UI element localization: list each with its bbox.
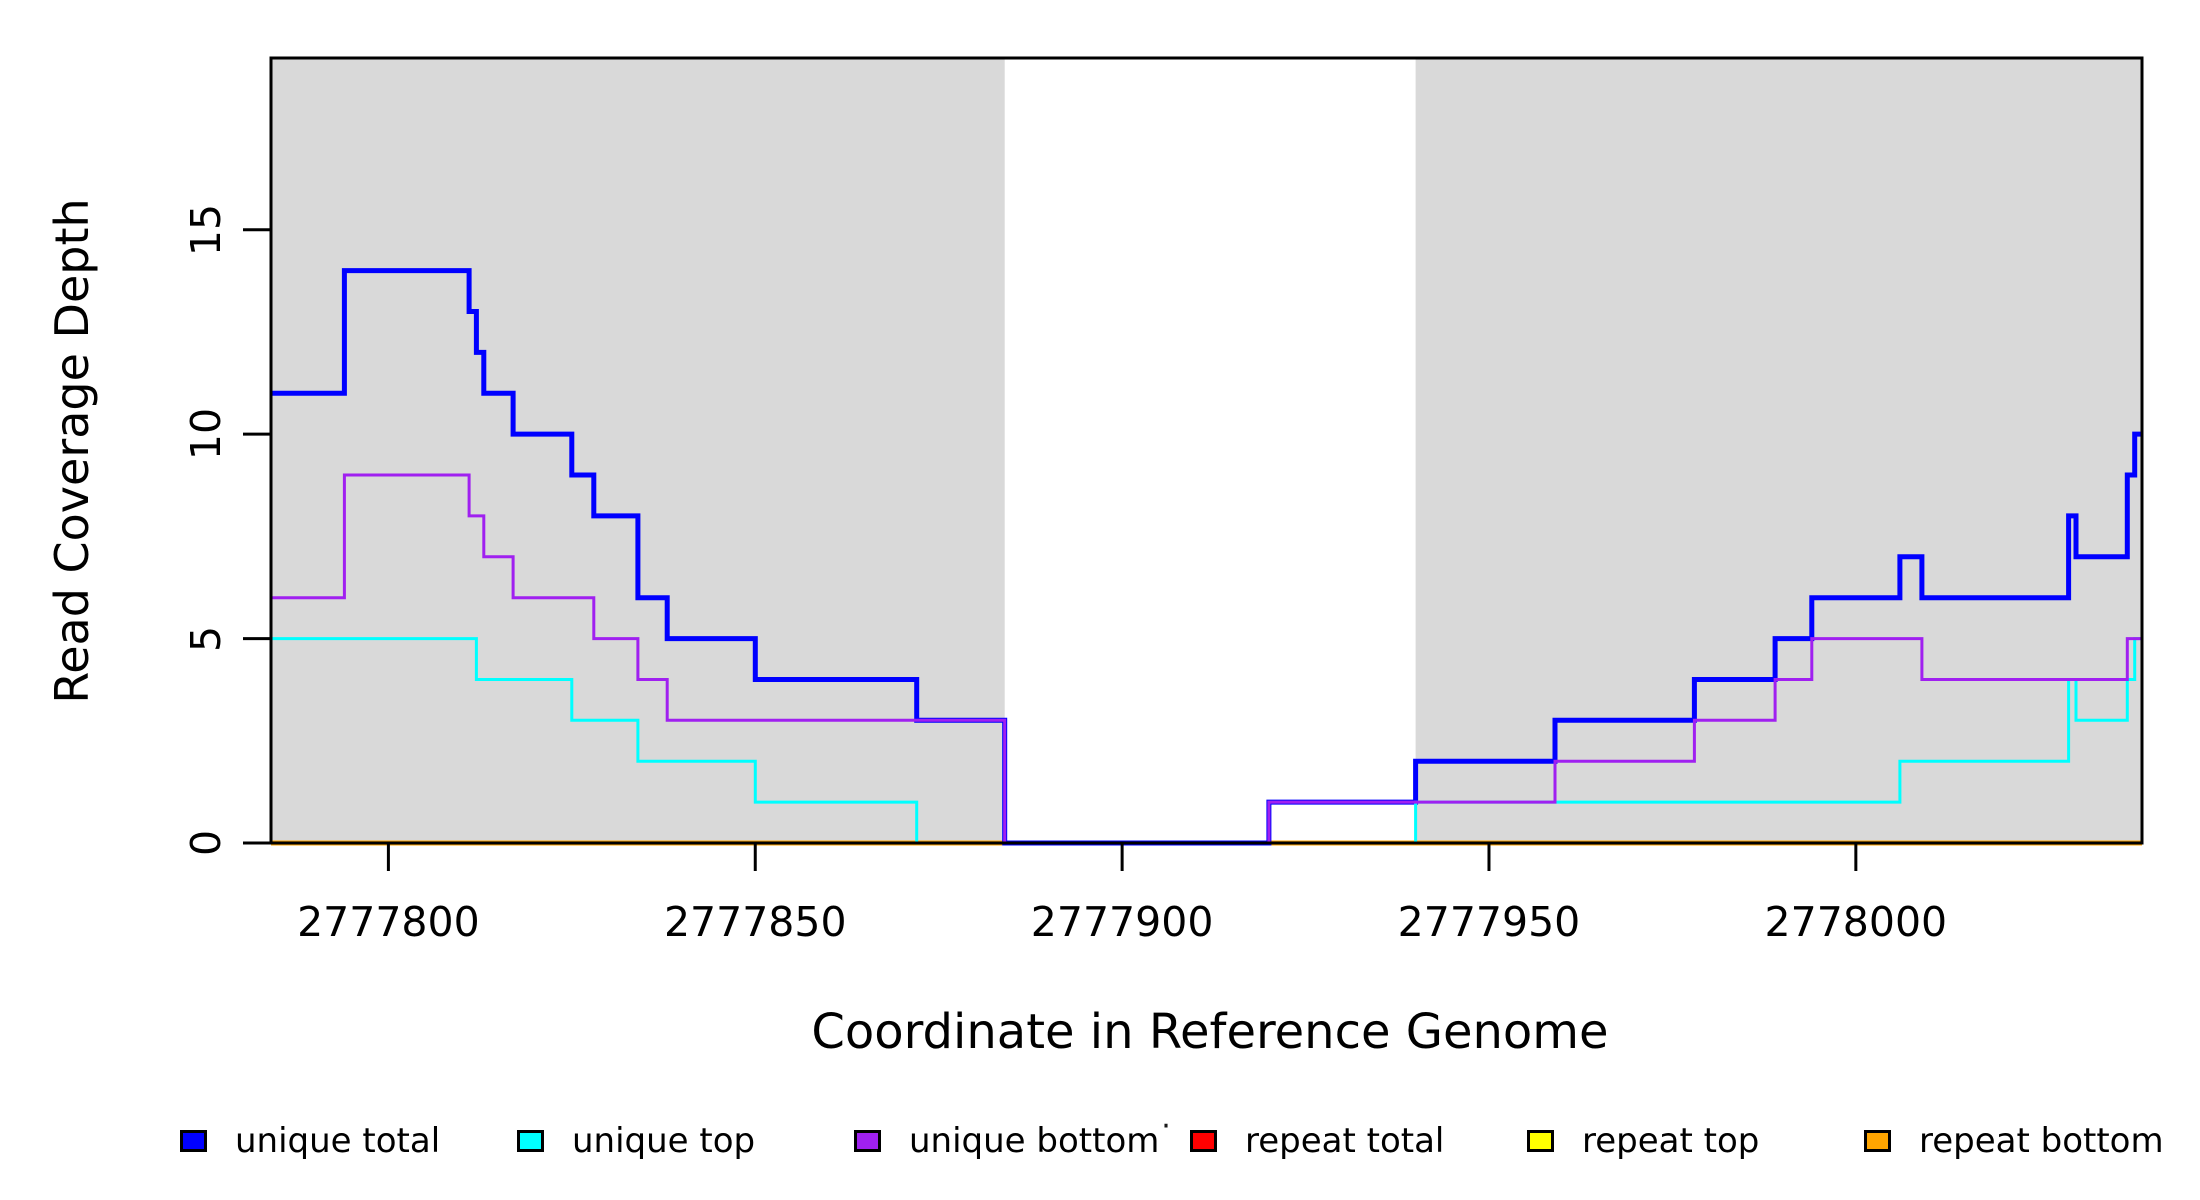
x-axis-title: Coordinate in Reference Genome bbox=[811, 1004, 1609, 1060]
x-tick-label: 2777800 bbox=[297, 898, 480, 946]
y-tick-label: 15 bbox=[182, 203, 230, 256]
y-tick-label: 10 bbox=[182, 408, 230, 461]
x-tick-label: 2777850 bbox=[663, 898, 847, 946]
y-tick-label: 5 bbox=[182, 625, 230, 652]
shaded-region-1 bbox=[1415, 58, 2142, 843]
plot-box bbox=[269, 56, 2144, 845]
series-line-unique-top bbox=[271, 637, 2142, 845]
x-tick-label: 2778000 bbox=[1764, 898, 1948, 946]
shaded-region-0 bbox=[271, 58, 1005, 843]
x-tick-label: 2777950 bbox=[1397, 898, 1581, 946]
series-line-unique-bottom bbox=[271, 473, 2142, 845]
y-axis-title: Read Coverage Depth bbox=[45, 197, 99, 704]
y-tick-label: 0 bbox=[182, 829, 230, 857]
x-tick-label: 2777900 bbox=[1030, 898, 1214, 946]
